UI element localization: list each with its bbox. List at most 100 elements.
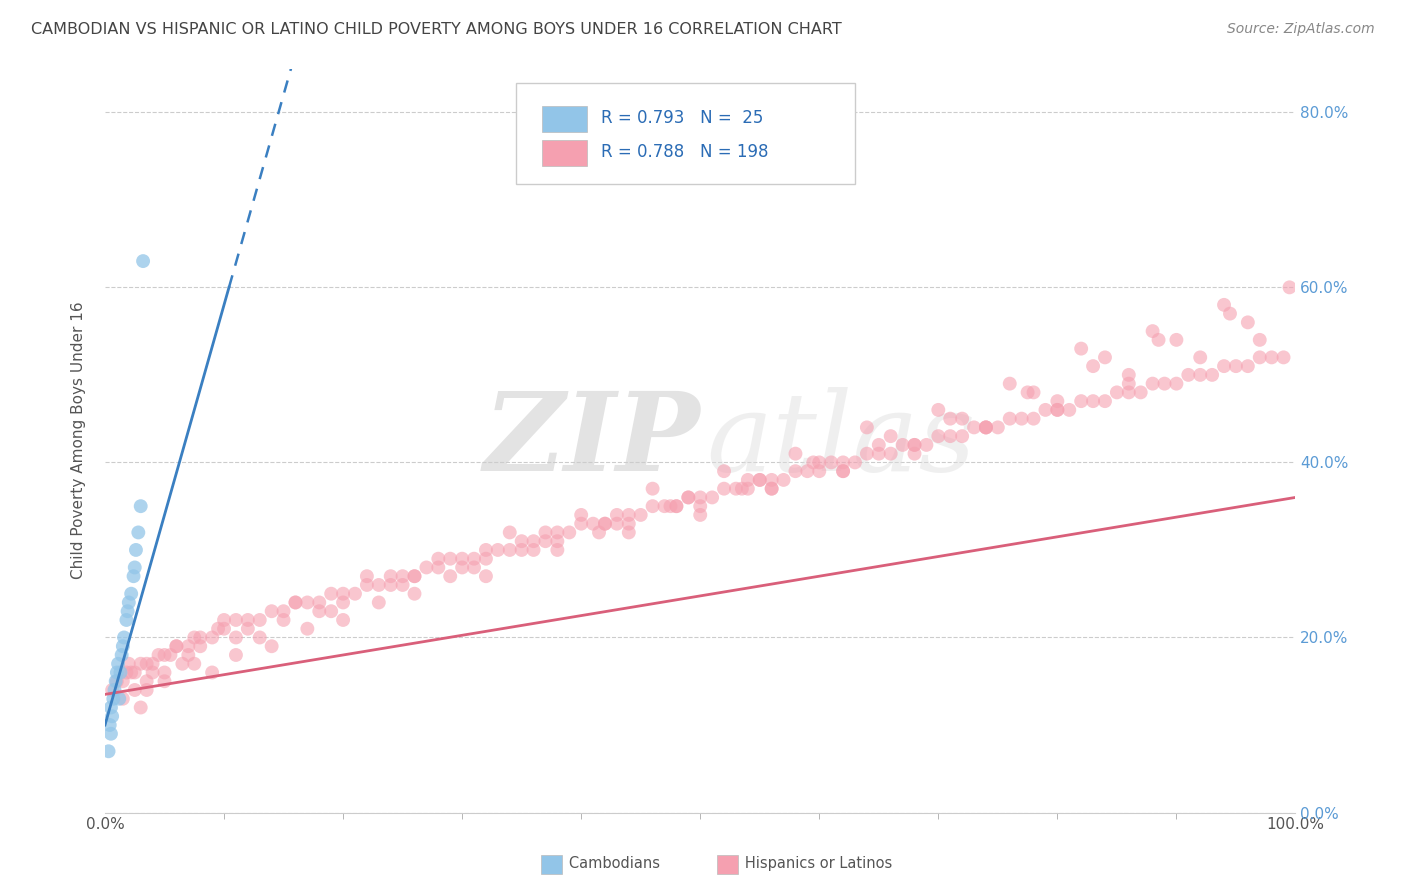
Point [1118,376,1140,391]
Point [404,569,426,583]
Point [593,516,616,531]
Point [486,543,509,558]
Point [415,560,437,574]
Point [463,560,485,574]
Point [165,639,187,653]
Point [451,560,474,574]
Point [153,648,176,662]
Point [950,411,973,425]
Point [761,482,783,496]
Point [950,429,973,443]
Point [321,604,343,618]
Point [1081,359,1104,373]
Point [665,499,688,513]
Point [1129,385,1152,400]
Point [380,578,402,592]
Text: Hispanics or Latinos: Hispanics or Latinos [731,856,893,871]
Point [122,569,145,583]
Point [1147,333,1170,347]
Point [1142,324,1164,338]
Point [1070,342,1092,356]
Point [641,482,664,496]
Point [201,631,224,645]
Point [284,595,307,609]
Point [534,525,557,540]
Point [1237,315,1260,329]
Point [284,595,307,609]
Point [380,569,402,583]
Point [111,691,134,706]
Point [868,447,890,461]
Point [201,665,224,680]
Point [225,631,247,645]
Point [120,587,142,601]
Point [1022,411,1045,425]
Y-axis label: Child Poverty Among Boys Under 16: Child Poverty Among Boys Under 16 [72,301,86,579]
Point [103,683,125,698]
Point [135,674,157,689]
Point [332,595,354,609]
Point [115,665,138,680]
Point [153,665,176,680]
Point [665,499,688,513]
Point [427,560,450,574]
Point [308,604,330,618]
Point [439,551,461,566]
Point [731,482,754,496]
Point [97,744,120,758]
Point [856,447,879,461]
Text: Cambodians: Cambodians [555,856,661,871]
Point [903,447,925,461]
Point [832,464,855,478]
Point [678,491,700,505]
Point [499,543,522,558]
Point [582,516,605,531]
Point [785,447,807,461]
Point [129,700,152,714]
Point [451,551,474,566]
Point [273,613,295,627]
Point [343,587,366,601]
Point [510,534,533,549]
Point [98,718,121,732]
Point [105,665,128,680]
Point [297,595,319,609]
Point [1094,351,1116,365]
Point [188,639,211,653]
Point [142,657,165,671]
Text: atlas: atlas [706,387,976,494]
Point [367,595,389,609]
Point [105,674,128,689]
Point [903,438,925,452]
Point [737,473,759,487]
Point [108,691,131,706]
Point [1249,351,1271,365]
Point [879,447,901,461]
Point [1046,403,1069,417]
Point [1166,333,1188,347]
FancyBboxPatch shape [516,83,855,184]
Point [593,516,616,531]
Point [439,569,461,583]
Point [404,569,426,583]
Text: Source: ZipAtlas.com: Source: ZipAtlas.com [1227,22,1375,37]
Text: R = 0.793   N =  25: R = 0.793 N = 25 [602,109,763,128]
Point [100,700,122,714]
Point [785,464,807,478]
Point [463,551,485,566]
Point [1237,359,1260,373]
Point [832,464,855,478]
Point [1189,351,1212,365]
Point [207,622,229,636]
Point [1225,359,1247,373]
Point [1017,385,1039,400]
Point [801,455,824,469]
Point [111,639,134,653]
Point [939,429,962,443]
Point [177,639,200,653]
Point [249,613,271,627]
Point [1260,351,1282,365]
Point [998,411,1021,425]
Point [100,727,122,741]
Point [475,551,498,566]
